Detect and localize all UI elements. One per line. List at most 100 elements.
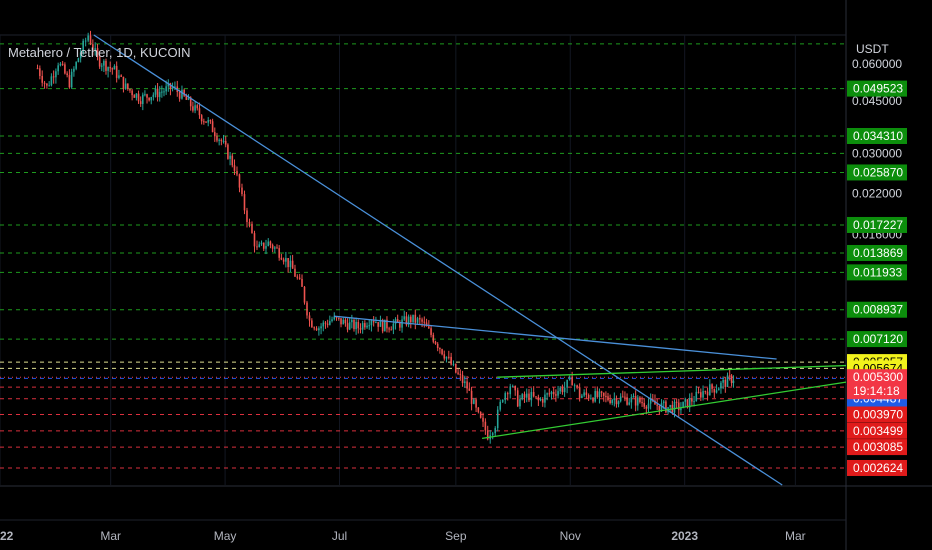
level-label: 0.017227 [853,218,903,232]
x-tick-label: Mar [100,529,121,543]
candle [57,65,59,72]
candle [231,155,234,166]
candle [55,71,57,78]
candle [276,247,278,249]
candle [98,56,101,67]
candle [643,402,646,407]
candle [704,391,707,393]
level-label-box [847,459,907,476]
candle [248,222,251,224]
candle [624,396,626,398]
candle [79,52,82,59]
candle [647,403,650,409]
candle [649,398,652,404]
candle [178,92,181,99]
candle [419,318,421,320]
candle [457,372,459,374]
candle [392,323,395,330]
candle [621,396,624,398]
candle [528,393,530,401]
candle [82,40,84,53]
candle [669,404,672,408]
candle [222,140,225,142]
candle [318,328,320,331]
candle [581,395,583,398]
currency-label: USDT [856,42,889,56]
current-price-label: 0.005300 [853,370,903,384]
level-label: 0.025870 [853,165,903,179]
candle [137,93,140,102]
candle [131,90,133,96]
candle [573,385,576,387]
candle [680,408,682,411]
candle [384,319,386,332]
candle [509,386,512,395]
candle [73,68,75,72]
candle [355,321,357,330]
candle [241,187,243,195]
candle [675,401,678,403]
level-label-box [847,244,907,261]
candle [537,396,540,401]
candle [70,71,73,88]
candle [720,382,722,389]
candle [163,91,165,93]
candle [174,86,176,88]
candle [506,393,509,395]
candle [337,317,340,319]
candle [585,392,588,395]
candle [592,398,594,402]
candle [213,132,216,137]
candle [353,319,355,330]
candle [479,412,482,418]
candle [152,94,155,97]
candle [525,393,528,398]
candle [691,398,693,402]
trendline-descending-resistance [333,315,777,360]
candle [445,356,448,359]
candle [192,106,194,111]
candle [209,120,212,122]
level-label: 0.011933 [853,265,902,279]
candle [468,388,471,391]
candle [613,398,616,401]
candle [348,322,351,330]
candle [439,347,441,350]
candle [523,394,526,398]
candle [246,210,248,223]
candle [432,334,435,342]
candle [258,244,261,248]
candle [46,83,48,86]
candle [75,62,77,69]
candle [410,316,412,323]
candle [470,390,473,404]
candle [165,86,167,92]
candle [124,83,127,89]
candle [61,63,64,65]
candle [630,397,633,403]
candle [414,314,417,323]
candle [196,105,199,109]
candle [563,387,566,393]
candle [611,400,614,404]
candle [118,75,120,78]
x-tick-label: May [214,529,237,543]
level-label-box [847,80,907,97]
candle [87,35,89,41]
candle [366,325,368,328]
candle [150,96,153,101]
candle [181,89,183,99]
candle [459,373,462,376]
y-tick-label: 0.045000 [852,94,902,108]
candle [333,316,336,320]
candle [280,257,283,260]
candle [236,170,238,175]
candle [335,316,338,318]
level-label: 0.013869 [853,246,903,260]
candle [425,322,428,327]
candle [464,381,466,384]
level-label: 0.003970 [853,408,903,422]
candle [626,397,628,405]
candle [605,395,607,397]
